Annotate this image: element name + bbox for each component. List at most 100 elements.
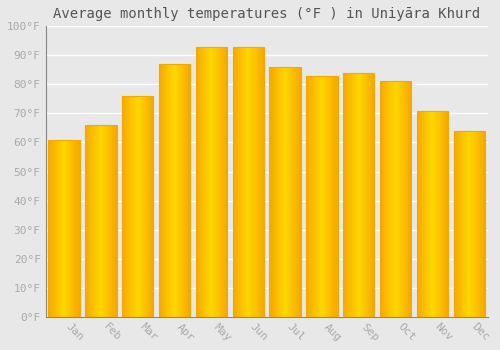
- Bar: [408, 82, 409, 317]
- Bar: [422, 111, 423, 317]
- Bar: [436, 111, 438, 317]
- Bar: [105, 125, 106, 317]
- Bar: [464, 131, 465, 317]
- Bar: [258, 47, 260, 317]
- Bar: [236, 47, 237, 317]
- Bar: [243, 47, 244, 317]
- Bar: [240, 47, 241, 317]
- Bar: [277, 67, 278, 317]
- Bar: [478, 131, 479, 317]
- Bar: [360, 73, 361, 317]
- Title: Average monthly temperatures (°F ) in Uniyāra Khurd: Average monthly temperatures (°F ) in Un…: [53, 7, 480, 21]
- Bar: [288, 67, 290, 317]
- Bar: [439, 111, 440, 317]
- Bar: [48, 140, 50, 317]
- Bar: [159, 64, 190, 317]
- Bar: [286, 67, 287, 317]
- Bar: [223, 47, 224, 317]
- Bar: [300, 67, 301, 317]
- Bar: [164, 64, 165, 317]
- Bar: [306, 76, 308, 317]
- Bar: [61, 140, 62, 317]
- Bar: [280, 67, 281, 317]
- Bar: [465, 131, 466, 317]
- Bar: [325, 76, 326, 317]
- Bar: [381, 82, 382, 317]
- Bar: [92, 125, 94, 317]
- Bar: [59, 140, 60, 317]
- Bar: [432, 111, 434, 317]
- Bar: [122, 96, 154, 317]
- Bar: [244, 47, 245, 317]
- Bar: [394, 82, 396, 317]
- Bar: [400, 82, 401, 317]
- Bar: [242, 47, 243, 317]
- Bar: [123, 96, 124, 317]
- Bar: [181, 64, 182, 317]
- Bar: [56, 140, 58, 317]
- Bar: [147, 96, 148, 317]
- Bar: [396, 82, 398, 317]
- Bar: [245, 47, 246, 317]
- Bar: [145, 96, 146, 317]
- Bar: [203, 47, 204, 317]
- Bar: [106, 125, 107, 317]
- Bar: [187, 64, 188, 317]
- Bar: [425, 111, 426, 317]
- Bar: [184, 64, 185, 317]
- Bar: [409, 82, 410, 317]
- Bar: [132, 96, 134, 317]
- Bar: [221, 47, 222, 317]
- Bar: [103, 125, 104, 317]
- Bar: [322, 76, 323, 317]
- Bar: [356, 73, 358, 317]
- Bar: [180, 64, 181, 317]
- Bar: [141, 96, 142, 317]
- Bar: [428, 111, 430, 317]
- Bar: [336, 76, 338, 317]
- Bar: [54, 140, 56, 317]
- Bar: [232, 47, 234, 317]
- Bar: [404, 82, 405, 317]
- Bar: [107, 125, 108, 317]
- Bar: [148, 96, 149, 317]
- Bar: [201, 47, 202, 317]
- Bar: [128, 96, 130, 317]
- Bar: [361, 73, 362, 317]
- Bar: [461, 131, 462, 317]
- Bar: [290, 67, 292, 317]
- Bar: [225, 47, 226, 317]
- Bar: [392, 82, 394, 317]
- Bar: [418, 111, 419, 317]
- Bar: [284, 67, 285, 317]
- Bar: [210, 47, 212, 317]
- Bar: [234, 47, 236, 317]
- Bar: [88, 125, 90, 317]
- Bar: [96, 125, 98, 317]
- Bar: [50, 140, 51, 317]
- Bar: [282, 67, 283, 317]
- Bar: [260, 47, 261, 317]
- Bar: [443, 111, 444, 317]
- Bar: [405, 82, 406, 317]
- Bar: [446, 111, 447, 317]
- Bar: [367, 73, 368, 317]
- Bar: [250, 47, 252, 317]
- Bar: [130, 96, 132, 317]
- Bar: [417, 111, 448, 317]
- Bar: [76, 140, 78, 317]
- Bar: [383, 82, 384, 317]
- Bar: [438, 111, 439, 317]
- Bar: [296, 67, 298, 317]
- Bar: [110, 125, 112, 317]
- Bar: [368, 73, 370, 317]
- Bar: [454, 131, 485, 317]
- Bar: [161, 64, 162, 317]
- Bar: [420, 111, 421, 317]
- Bar: [124, 96, 125, 317]
- Bar: [419, 111, 420, 317]
- Bar: [326, 76, 327, 317]
- Bar: [292, 67, 294, 317]
- Bar: [196, 47, 197, 317]
- Bar: [430, 111, 432, 317]
